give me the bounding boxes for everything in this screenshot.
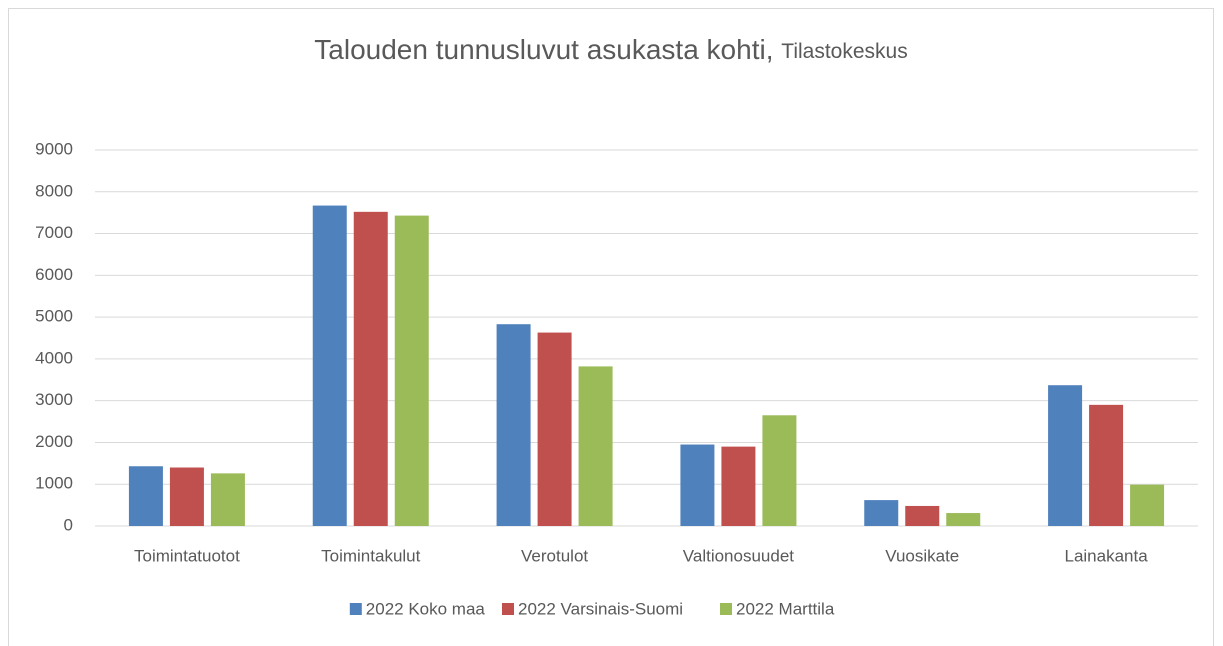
y-tick-label: 4000 (35, 348, 73, 367)
bar (905, 505, 940, 526)
chart-frame (8, 8, 1214, 646)
x-tick-label: Toimintatuotot (134, 546, 240, 565)
bar (578, 366, 613, 526)
bar (312, 205, 347, 526)
bar (1048, 385, 1083, 526)
y-tick-label: 0 (64, 515, 73, 534)
y-tick-label: 1000 (35, 474, 73, 493)
chart-title-line: Talouden tunnusluvut asukasta kohti, Til… (314, 34, 907, 65)
x-tick-label: Vuosikate (885, 546, 959, 565)
legend-swatch (502, 603, 514, 615)
legend-label: 2022 Marttila (736, 599, 835, 618)
y-tick-label: 2000 (35, 432, 73, 451)
y-tick-label: 9000 (35, 139, 73, 158)
y-tick-label: 8000 (35, 181, 73, 200)
bar (1089, 404, 1124, 526)
bar (762, 415, 797, 526)
y-tick-label: 3000 (35, 390, 73, 409)
legend-swatch (720, 603, 732, 615)
bar (128, 466, 163, 526)
bar (1130, 484, 1165, 526)
legend-label: 2022 Koko maa (366, 599, 486, 618)
y-tick-label: 7000 (35, 223, 73, 242)
bar (537, 332, 572, 526)
chart-title: Talouden tunnusluvut asukasta kohti, (314, 34, 773, 65)
bar (394, 215, 429, 526)
legend-swatch (349, 603, 362, 615)
y-tick-label: 6000 (35, 265, 73, 284)
bar (210, 473, 245, 526)
x-tick-label: Toimintakulut (321, 546, 420, 565)
x-tick-label: Valtionosuudet (683, 546, 794, 565)
bar (864, 500, 899, 526)
bar (169, 467, 204, 526)
bar (353, 211, 388, 526)
chart-subtitle: Tilastokeskus (781, 40, 907, 63)
x-tick-label: Verotulot (521, 546, 588, 565)
y-tick-label: 5000 (35, 307, 73, 326)
x-tick-label: Lainakanta (1064, 546, 1148, 565)
legend-label: 2022 Varsinais-Suomi (518, 599, 683, 618)
bar (946, 513, 981, 526)
bar (496, 324, 531, 526)
bar (721, 446, 756, 526)
bar (680, 444, 715, 526)
